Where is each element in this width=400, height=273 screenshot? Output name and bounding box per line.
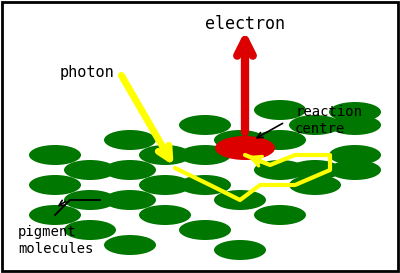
Text: electron: electron [205, 15, 285, 33]
Ellipse shape [29, 175, 81, 195]
Text: reaction
centre: reaction centre [295, 105, 362, 136]
Ellipse shape [104, 235, 156, 255]
Ellipse shape [329, 102, 381, 122]
Ellipse shape [254, 130, 306, 150]
Ellipse shape [64, 190, 116, 210]
Ellipse shape [214, 240, 266, 260]
Ellipse shape [289, 175, 341, 195]
Ellipse shape [179, 220, 231, 240]
Ellipse shape [104, 130, 156, 150]
Ellipse shape [215, 136, 275, 160]
Ellipse shape [139, 145, 191, 165]
Ellipse shape [179, 175, 231, 195]
Ellipse shape [104, 160, 156, 180]
Ellipse shape [64, 220, 116, 240]
Text: pigment
molecules: pigment molecules [18, 225, 93, 256]
Ellipse shape [214, 130, 266, 150]
Ellipse shape [29, 145, 81, 165]
Ellipse shape [29, 205, 81, 225]
Ellipse shape [289, 115, 341, 135]
Ellipse shape [214, 190, 266, 210]
Ellipse shape [64, 160, 116, 180]
Ellipse shape [139, 175, 191, 195]
Ellipse shape [254, 160, 306, 180]
Ellipse shape [289, 160, 341, 180]
Text: photon: photon [60, 66, 115, 81]
Ellipse shape [104, 190, 156, 210]
Ellipse shape [179, 115, 231, 135]
Ellipse shape [329, 115, 381, 135]
Ellipse shape [329, 160, 381, 180]
Ellipse shape [139, 205, 191, 225]
Ellipse shape [254, 100, 306, 120]
Ellipse shape [329, 145, 381, 165]
Ellipse shape [254, 205, 306, 225]
Ellipse shape [179, 145, 231, 165]
